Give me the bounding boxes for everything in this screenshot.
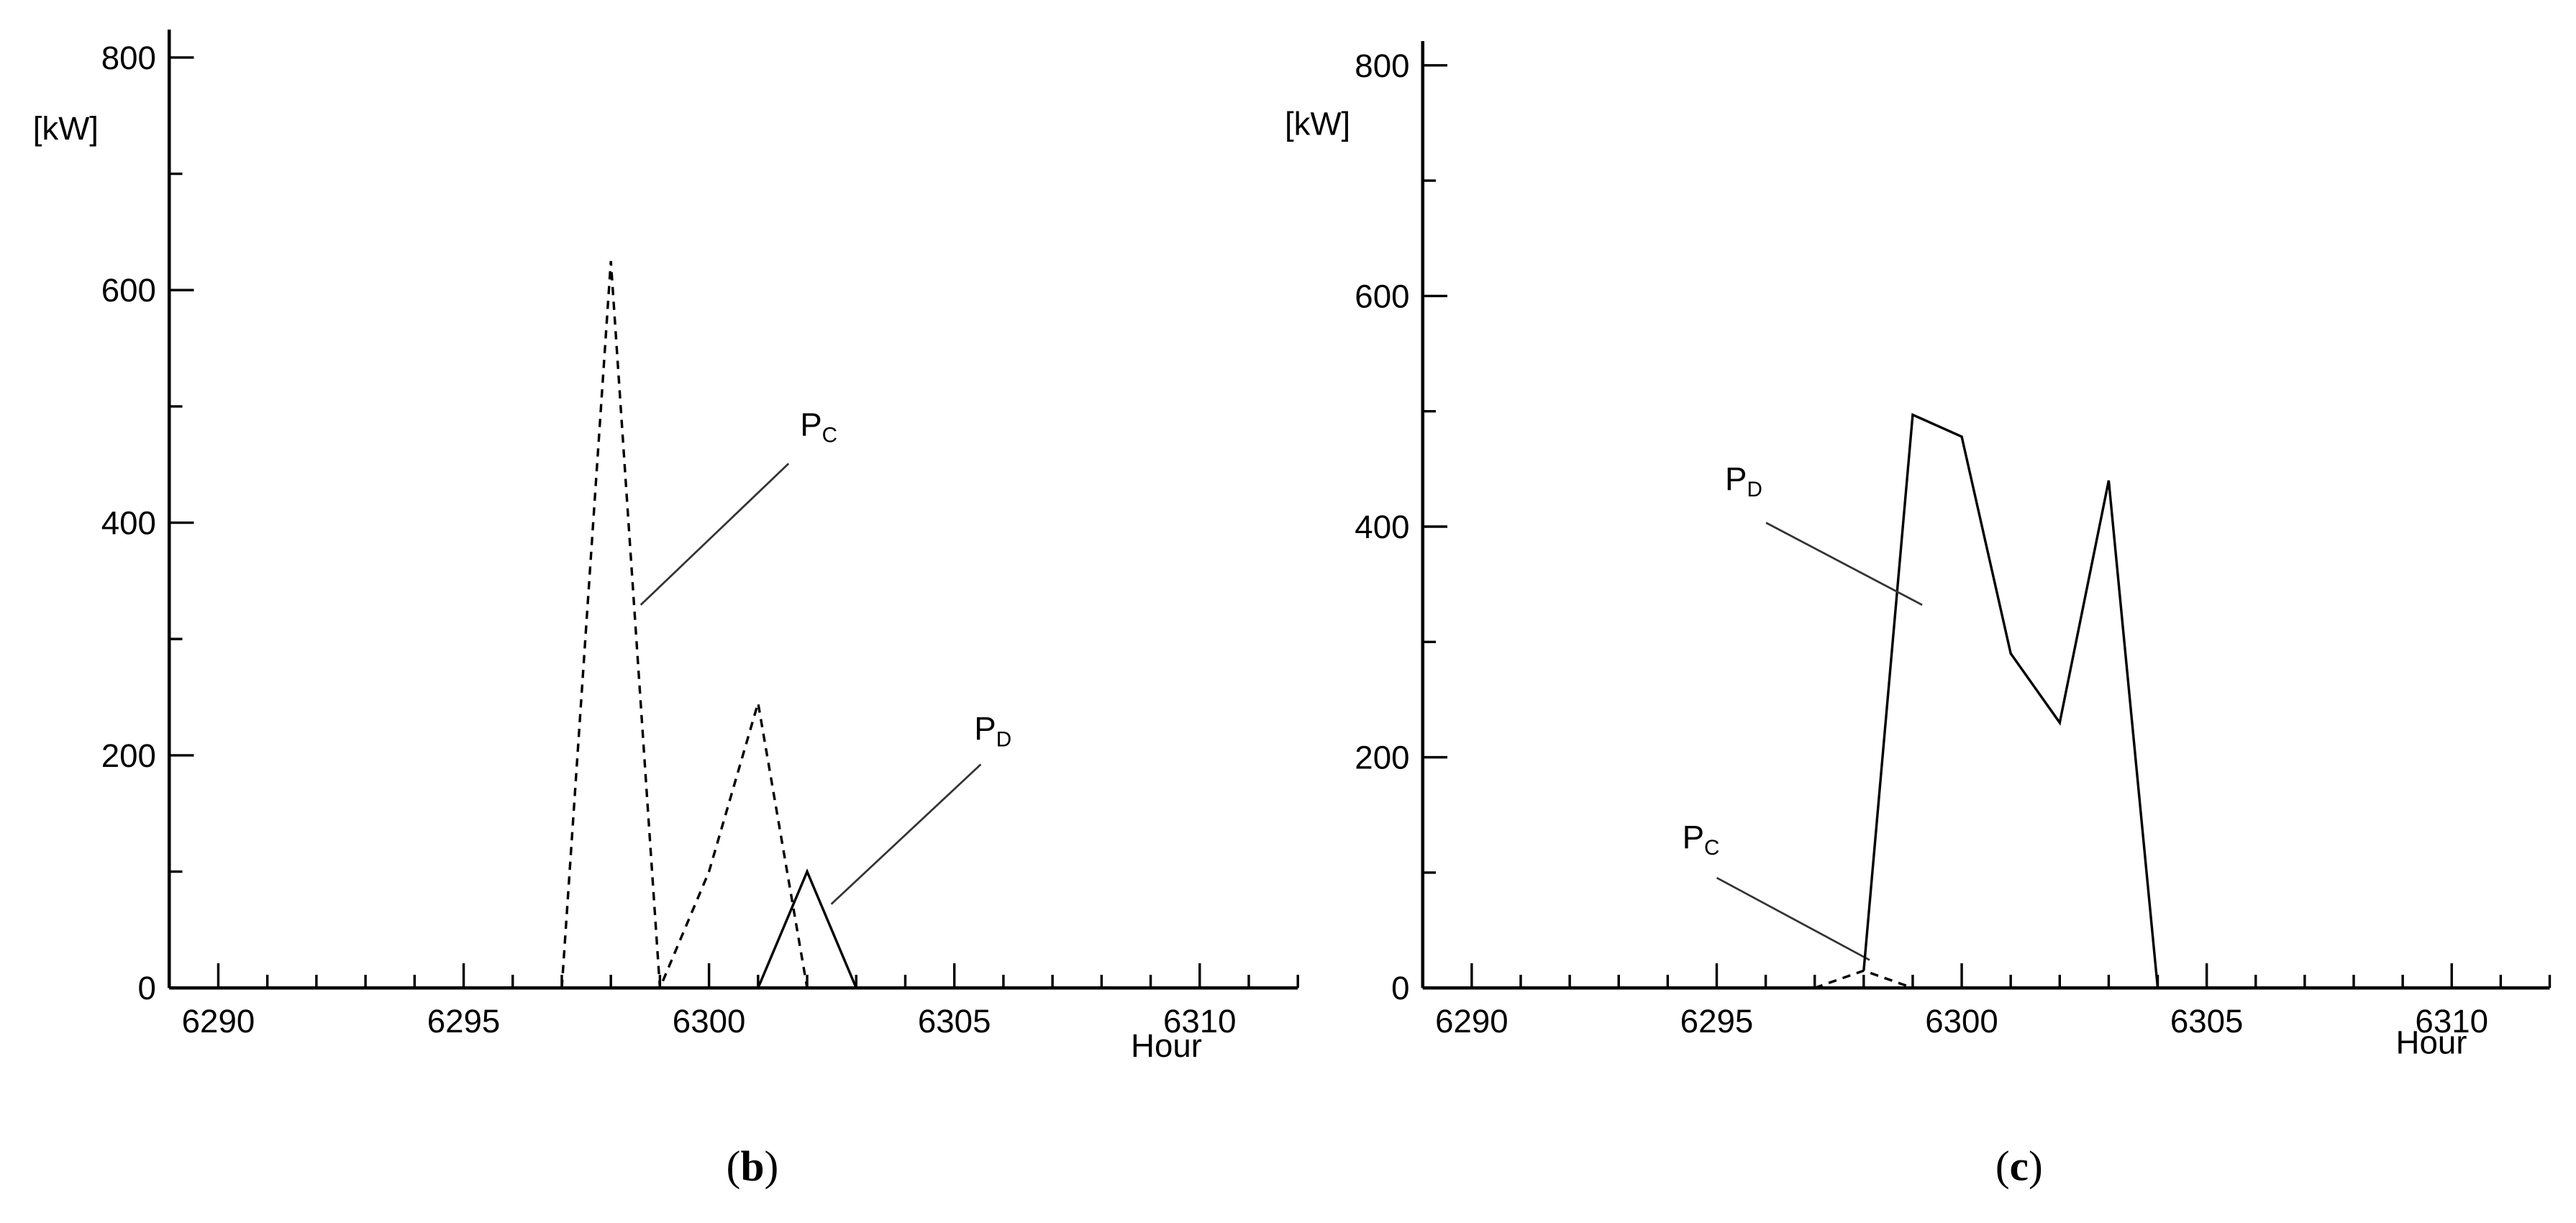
panel-label: (b) [727,1142,779,1190]
y-axis-label: [kW] [1285,105,1350,142]
series-line [1862,412,2159,988]
y-tick-label: 400 [1355,509,1409,545]
x-axis-label: Hour [1131,1027,1202,1064]
y-tick-label: 200 [101,737,156,774]
leader-line [1716,876,1870,961]
x-tick-label: 6305 [2170,1003,2244,1040]
series-line [757,868,857,988]
series-label: PC [1683,819,1720,860]
y-tick-label: 800 [1355,47,1409,84]
x-tick-label: 6290 [182,1003,255,1040]
y-tick-label: 600 [101,272,156,309]
y-tick-label: 200 [1355,740,1409,776]
panel-label: (c) [1995,1142,2043,1190]
x-tick-label: 6300 [673,1003,746,1040]
series-label: PD [974,710,1011,751]
chart: 0 200 400 600 800 6290 6295 6300 6305 6310 [kW] Hou… [1285,41,2552,1190]
y-tick-label: 0 [1391,970,1409,1006]
y-tick-label: 0 [138,970,156,1006]
series-line [560,260,809,988]
x-tick-label: 6300 [1925,1003,1998,1040]
x-axis-label: Hour [2396,1024,2467,1061]
leader-line [830,763,982,905]
series-label: PD [1725,460,1762,501]
x-tick-label: 6290 [1435,1003,1508,1040]
series-line [1814,969,1913,989]
series-label: PC [800,406,837,447]
chart: 0 200 400 600 800 6290 6295 6300 6305 6310 [kW] Hou… [33,29,1299,1190]
y-axis-label: [kW] [33,110,99,147]
y-tick-label: 400 [101,505,156,542]
leader-line [1765,522,1923,606]
x-tick-label: 6310 [2415,1003,2488,1040]
y-tick-label: 800 [101,40,156,76]
x-tick-label: 6305 [918,1003,991,1040]
x-tick-label: 6295 [427,1003,501,1040]
x-tick-label: 6295 [1680,1003,1754,1040]
x-tick-label: 6310 [1163,1003,1237,1040]
leader-line [640,463,790,606]
y-tick-label: 600 [1355,278,1409,314]
